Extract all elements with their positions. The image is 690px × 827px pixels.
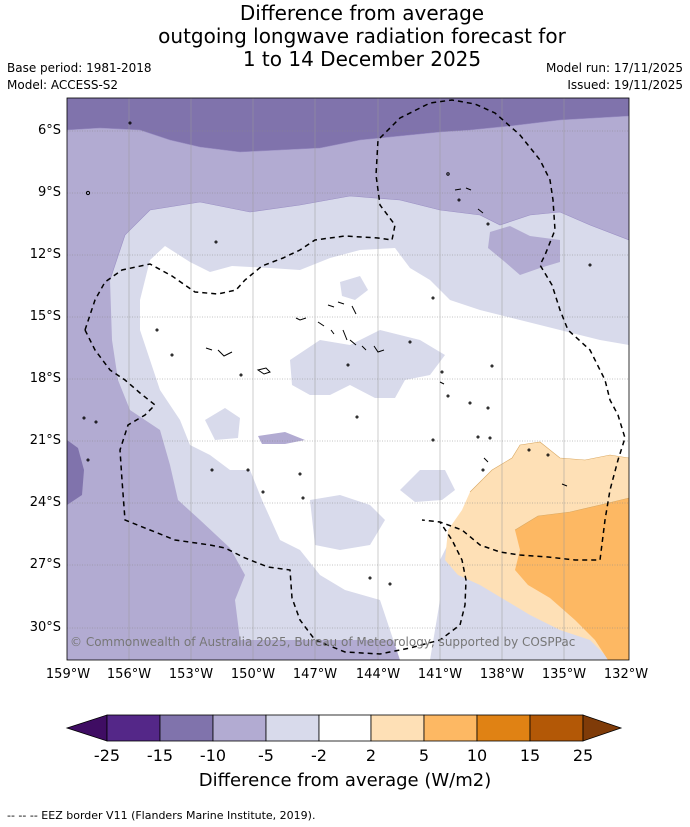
gridlines: [67, 130, 629, 629]
x-tick-label: 141°W: [417, 667, 463, 682]
colorbar: [65, 714, 623, 742]
eez-border: [84, 99, 626, 655]
plot-frame: [66, 97, 630, 661]
y-tick-label: 18°S: [29, 371, 61, 386]
colorbar-bin: [529, 714, 584, 742]
y-tick-label: 30°S: [29, 620, 61, 635]
x-tick-label: 156°W: [106, 667, 152, 682]
model-run: Model run: 17/11/2025: [545, 61, 683, 75]
colorbar-title: Difference from average (W/m2): [198, 770, 492, 791]
x-tick-label: 138°W: [479, 667, 525, 682]
colorbar-bin: [423, 714, 478, 742]
title-line-2: outgoing longwave radiation forecast for: [158, 24, 566, 48]
base-period: Base period: 1981-2018: [7, 61, 152, 75]
y-tick-label: 21°S: [29, 433, 61, 448]
band-neg10-neg5-ne-lobe: [488, 226, 560, 275]
colorbar-tick: 10: [466, 746, 488, 765]
colorbar-bin: [265, 714, 320, 742]
map-title: Difference from average outgoing longwav…: [0, 2, 690, 71]
band-neg5-neg2-isle-d: [340, 276, 368, 300]
colorbar-bin: [159, 714, 214, 742]
model-name: Model: ACCESS-S2: [7, 78, 119, 92]
band-neg5-neg2-isle-e: [310, 495, 385, 550]
x-tick-label: 135°W: [541, 667, 587, 682]
colorbar-under-arrow: [65, 714, 108, 742]
colorbar-bin: [212, 714, 267, 742]
meta-left: Base period: 1981-2018 Model: ACCESS-S2: [7, 60, 152, 94]
x-tick-label: 132°W: [603, 667, 649, 682]
x-tick-label: 147°W: [292, 667, 338, 682]
colorbar-bin: [476, 714, 531, 742]
colorbar-bin: [318, 714, 372, 742]
title-line-3: 1 to 14 December 2025: [242, 47, 482, 71]
x-tick-label: 150°W: [230, 667, 276, 682]
colorbar-tick: -2: [311, 746, 327, 765]
contour-lines-warm: [469, 441, 629, 531]
y-tick-label: 15°S: [29, 309, 61, 324]
colorbar-tick: 15: [519, 746, 541, 765]
contour-fill: © Commonwealth of Australia 2025, Bureau…: [67, 98, 629, 660]
band-pos5-pos10: [515, 498, 629, 660]
y-tick-label: 24°S: [29, 495, 61, 510]
colorbar-tick: 25: [572, 746, 594, 765]
copyright-text: © Commonwealth of Australia 2025, Bureau…: [70, 635, 575, 649]
x-tick-label: 144°W: [355, 667, 401, 682]
eez-footnote: -- -- -- EEZ border V11 (Flanders Marine…: [7, 809, 316, 822]
y-tick-label: 6°S: [37, 123, 61, 138]
colorbar-bin: [370, 714, 425, 742]
colorbar-tick: -10: [199, 746, 227, 765]
colorbar-bin: [106, 714, 161, 742]
colorbar-tick: -25: [93, 746, 121, 765]
title-line-1: Difference from average: [239, 1, 485, 25]
band-neg15-neg10-north: [67, 98, 629, 152]
colorbar-tick: 5: [418, 746, 430, 765]
meta-right: Model run: 17/11/2025 Issued: 19/11/2025: [546, 60, 683, 94]
meridians: [128, 98, 565, 660]
y-tick-label: 9°S: [37, 185, 61, 200]
colorbar-tick: -15: [146, 746, 174, 765]
band-neg5-neg2-isle-b: [400, 470, 455, 502]
x-tick-label: 159°W: [45, 667, 91, 682]
band-neg15-neg10-west: [67, 440, 84, 505]
y-tick-label: 27°S: [29, 557, 61, 572]
issued-date: Issued: 19/11/2025: [567, 78, 683, 92]
y-tick-label: 12°S: [29, 247, 61, 262]
band-neg2-pos2: [140, 246, 629, 660]
band-neg5-neg2-isle-c: [205, 408, 240, 440]
contour-lines: [67, 115, 629, 281]
islands: [82, 121, 592, 586]
colorbar-over-arrow: [582, 714, 623, 742]
band-neg5-neg2-isle-a: [290, 330, 445, 398]
x-tick-label: 153°W: [168, 667, 214, 682]
colorbar-tick: -5: [258, 746, 274, 765]
colorbar-tick: 2: [365, 746, 377, 765]
